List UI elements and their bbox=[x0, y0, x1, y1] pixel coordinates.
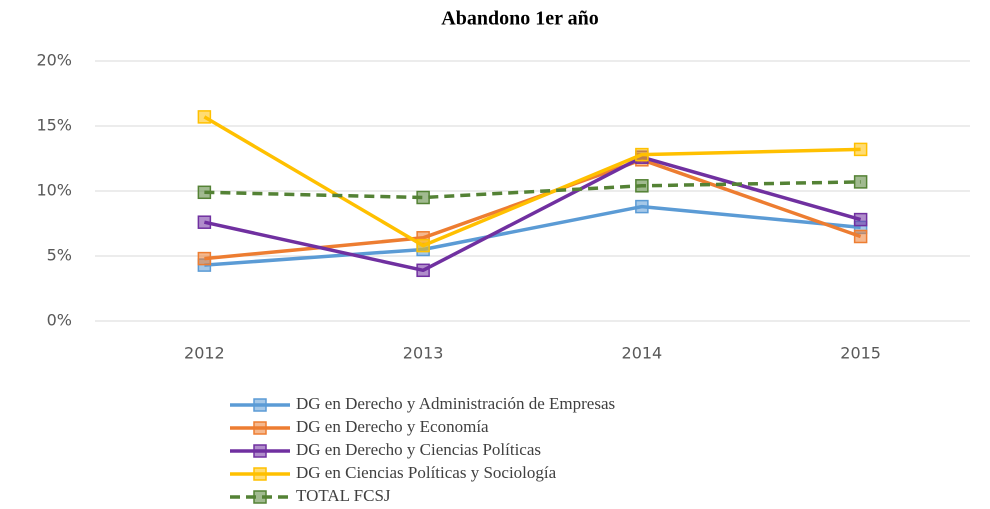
legend-marker bbox=[253, 421, 267, 435]
series-line bbox=[203, 115, 861, 248]
marker bbox=[853, 229, 868, 244]
legend-marker bbox=[253, 467, 267, 481]
series-line bbox=[204, 180, 861, 200]
y-tick-label: 20% bbox=[36, 51, 72, 70]
legend-label: TOTAL FCSJ bbox=[296, 486, 391, 505]
marker bbox=[416, 263, 430, 278]
legend-marker bbox=[253, 490, 267, 504]
marker bbox=[416, 238, 430, 253]
series-line bbox=[204, 204, 861, 267]
marker bbox=[197, 215, 212, 229]
marker bbox=[635, 179, 649, 193]
y-tick-label: 10% bbox=[36, 181, 72, 200]
legend-label: DG en Derecho y Economía bbox=[296, 417, 489, 436]
x-tick-label: 2012 bbox=[184, 344, 225, 363]
y-tick-label: 15% bbox=[36, 116, 72, 135]
marker bbox=[197, 185, 212, 200]
marker bbox=[853, 212, 868, 227]
series-line bbox=[203, 155, 862, 273]
chart-title: Abandono 1er año bbox=[441, 8, 598, 30]
y-tick-label: 0% bbox=[47, 311, 72, 330]
legend-label: DG en Ciencias Políticas y Sociología bbox=[296, 463, 557, 482]
marker bbox=[416, 190, 430, 205]
marker bbox=[853, 142, 868, 157]
marker bbox=[197, 110, 212, 124]
x-tick-label: 2015 bbox=[840, 344, 881, 363]
legend-label: DG en Derecho y Ciencias Políticas bbox=[296, 440, 541, 459]
legend-marker bbox=[253, 444, 267, 458]
marker bbox=[197, 251, 212, 266]
legend-marker bbox=[253, 398, 267, 412]
marker bbox=[853, 175, 868, 189]
legend-label: DG en Derecho y Administración de Empres… bbox=[296, 394, 615, 413]
x-tick-label: 2014 bbox=[622, 344, 663, 363]
marker bbox=[635, 147, 649, 162]
x-tick-label: 2013 bbox=[403, 344, 444, 363]
marker bbox=[635, 199, 649, 214]
y-tick-label: 5% bbox=[47, 246, 72, 265]
